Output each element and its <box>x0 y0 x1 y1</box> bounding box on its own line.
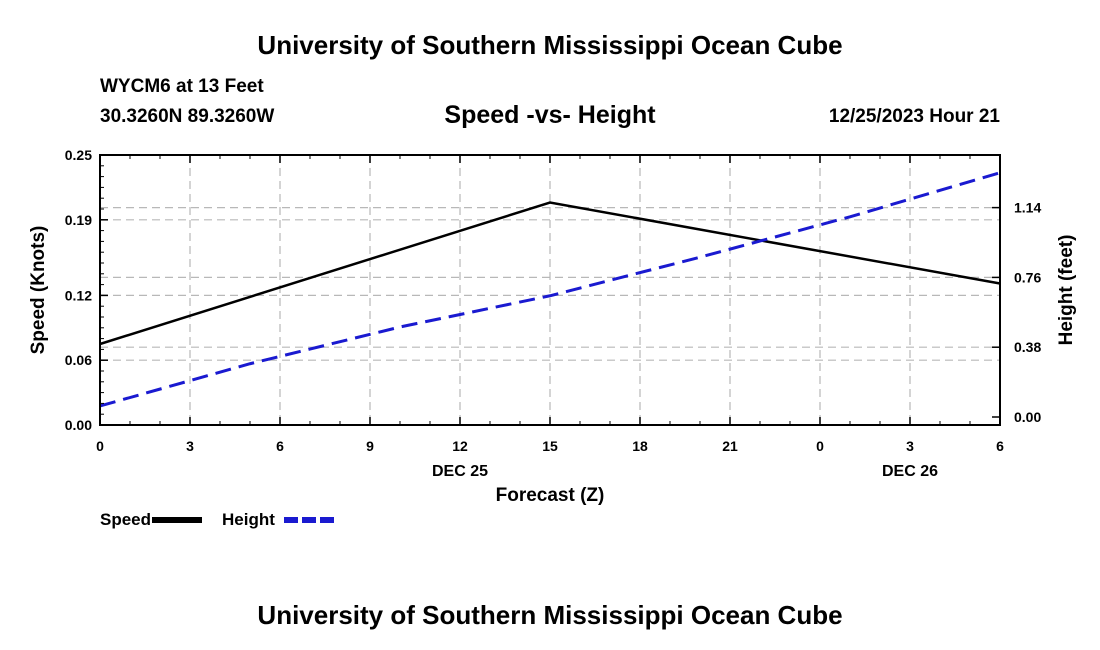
legend: Speed Height <box>100 510 334 529</box>
x-day-label: DEC 26 <box>882 463 938 480</box>
y-tick-label: 0.19 <box>65 212 92 228</box>
y2-axis-title: Height (feet) <box>1056 235 1077 346</box>
axis-labels: 0 3 6 9 12 15 18 21 0 3 6 DEC 25 DEC 26 Forecast (Z) 0… <box>28 147 1077 506</box>
x-tick-label: 21 <box>722 438 738 454</box>
x-tick-label: 3 <box>186 438 194 454</box>
legend-label-speed: Speed <box>100 510 151 529</box>
x-tick-label: 15 <box>542 438 558 454</box>
coordinates-label: 30.3260N 89.3260W <box>100 106 275 127</box>
y2-tick-label: 0.76 <box>1014 269 1041 285</box>
chart-title: Speed -vs- Height <box>444 101 656 129</box>
footer-title: University of Southern Mississippi Ocean… <box>257 600 843 630</box>
station-label: WYCM6 at 13 Feet <box>100 76 264 97</box>
y2-tick-label: 1.14 <box>1014 200 1041 216</box>
x-axis-title: Forecast (Z) <box>496 485 605 506</box>
x-tick-label: 6 <box>996 438 1004 454</box>
x-day-label: DEC 25 <box>432 463 488 480</box>
y-tick-label: 0.25 <box>65 147 92 163</box>
page-title: University of Southern Mississippi Ocean… <box>257 30 843 60</box>
x-tick-label: 0 <box>96 438 104 454</box>
x-tick-label: 12 <box>452 438 468 454</box>
datetime-label: 12/25/2023 Hour 21 <box>828 106 1000 127</box>
y-tick-label: 0.00 <box>65 417 92 433</box>
x-tick-label: 6 <box>276 438 284 454</box>
y-axis-title: Speed (Knots) <box>28 226 49 355</box>
y-tick-label: 0.12 <box>65 287 92 303</box>
y2-tick-label: 0.00 <box>1014 409 1041 425</box>
x-tick-label: 18 <box>632 438 648 454</box>
axis-ticks <box>99 154 1001 426</box>
y2-tick-label: 0.38 <box>1014 339 1041 355</box>
x-tick-label: 9 <box>366 438 374 454</box>
legend-label-height: Height <box>222 510 275 529</box>
x-tick-label: 3 <box>906 438 914 454</box>
y-tick-label: 0.06 <box>65 352 92 368</box>
grid-lines <box>100 155 1000 425</box>
x-tick-label: 0 <box>816 438 824 454</box>
